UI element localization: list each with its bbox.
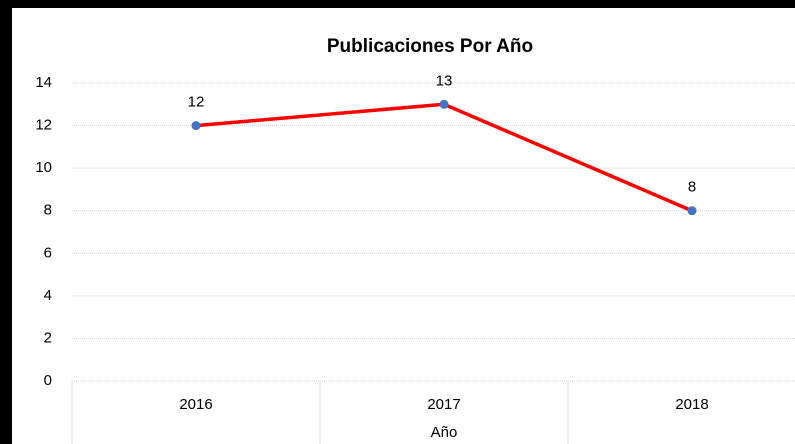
x-axis-title: Año xyxy=(431,424,458,441)
marker xyxy=(439,99,449,109)
y-tick-label: 14 xyxy=(35,74,52,91)
y-tick-label: 12 xyxy=(35,117,52,134)
marker xyxy=(687,206,697,216)
data-label: 13 xyxy=(436,72,453,89)
x-tick-label: 2018 xyxy=(675,396,708,413)
chart-title: Publicaciones Por Año xyxy=(327,36,533,57)
x-tick-label: 2016 xyxy=(179,396,212,413)
y-tick-label: 6 xyxy=(44,244,52,261)
marker xyxy=(191,121,201,131)
y-tick-label: 8 xyxy=(44,202,52,219)
chart-background xyxy=(12,8,795,444)
data-label: 8 xyxy=(688,179,696,196)
y-tick-label: 4 xyxy=(44,287,52,304)
y-tick-label: 0 xyxy=(44,372,52,389)
x-tick-label: 2017 xyxy=(427,396,460,413)
y-tick-label: 2 xyxy=(44,329,52,346)
y-tick-label: 10 xyxy=(35,159,52,176)
data-label: 12 xyxy=(188,94,205,111)
